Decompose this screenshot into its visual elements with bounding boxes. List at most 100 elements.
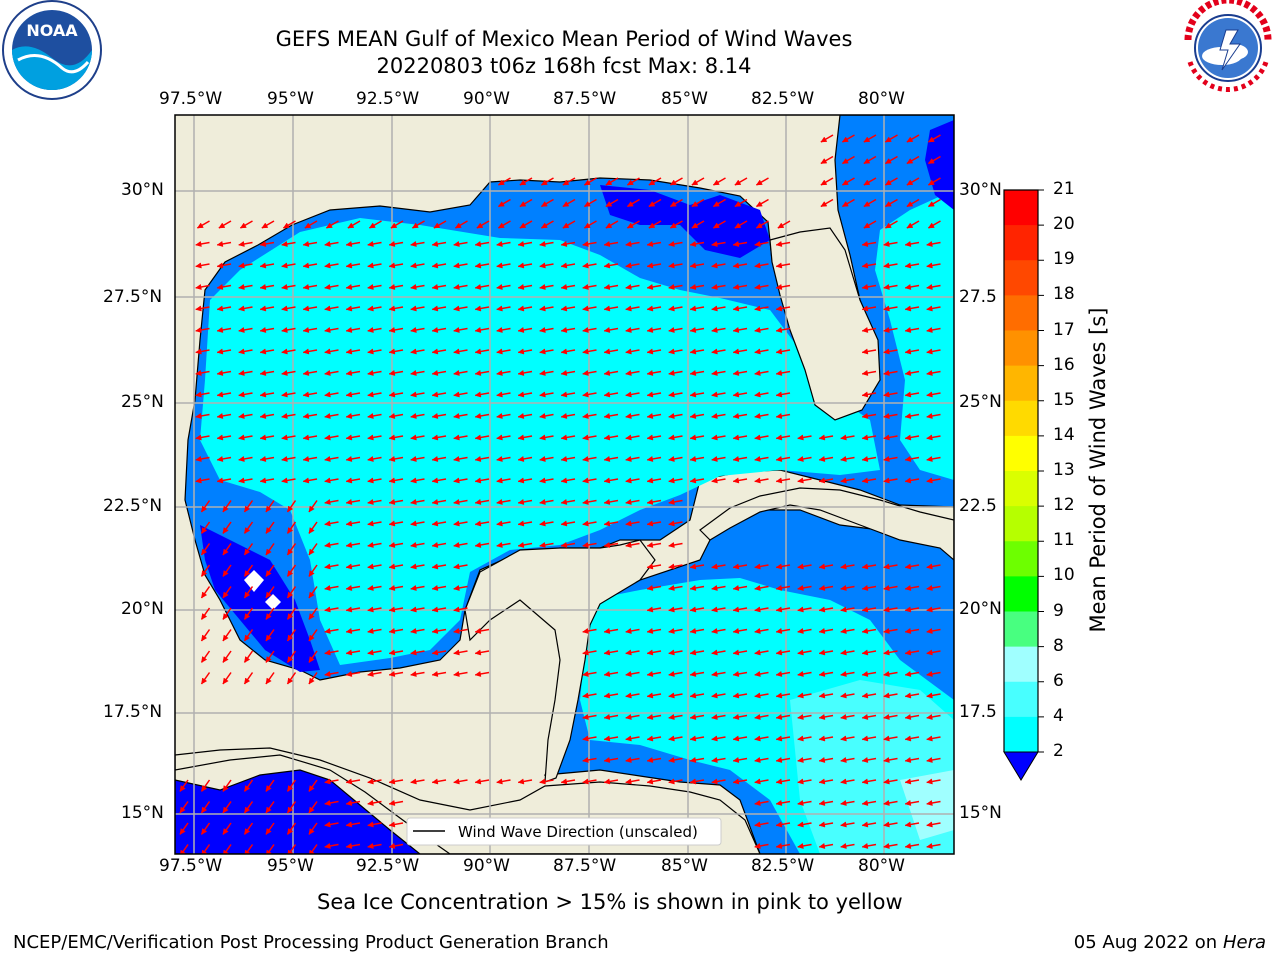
wind-wave-arrowhead [345,326,353,333]
wind-wave-arrowhead [345,842,353,849]
wind-wave-arrowhead [625,455,632,462]
wind-wave-arrowhead [689,348,697,355]
wind-wave-arrowhead [222,677,229,685]
wind-wave-arrowhead [754,670,761,677]
wind-wave-arrowhead [712,179,720,186]
wind-wave-arrowhead [689,369,697,376]
wind-wave-arrows [179,134,941,854]
wind-wave-arrowhead [238,326,245,333]
wind-wave-arrowhead [926,799,933,806]
wind-wave-arrowhead [388,326,396,333]
wind-wave-arrowhead [324,821,331,828]
wind-wave-arrowhead [906,136,914,143]
wind-wave-arrowhead [775,240,783,247]
wind-wave-arrowhead [259,455,267,462]
wind-wave-arrowhead [410,649,417,656]
wind-wave-arrowhead [711,563,718,570]
wind-wave-arrowhead [560,369,568,376]
wind-wave-arrowhead [476,222,484,229]
wind-wave-arrowhead [367,520,374,527]
wind-wave-arrowhead [304,222,312,229]
wind-wave-arrowhead [517,305,525,312]
colorbar-tick-label: 2 [1053,741,1064,761]
wind-wave-arrowhead [244,656,251,663]
wind-wave-arrowhead [410,455,417,462]
wind-wave-arrowhead [861,778,869,785]
wind-wave-arrowhead [775,584,783,591]
wind-wave-arrowhead [754,713,761,720]
wind-wave-arrowhead [904,477,912,484]
sea-ice-caption: Sea Ice Concentration > 15% is shown in … [317,890,903,914]
wind-wave-arrowhead [180,849,186,854]
wind-wave-arrowhead [625,627,632,634]
wind-wave-arrowhead [388,584,396,591]
wind-wave-arrowhead [646,627,654,634]
wind-wave-arrowhead [818,692,826,699]
wind-wave-arrowhead [883,391,890,398]
wind-wave-arrowhead [582,412,589,419]
wind-wave-arrowhead [646,369,654,376]
wind-wave-arrowhead [840,563,847,570]
wind-wave-arrowhead [367,369,374,376]
wind-wave-arrowhead [582,627,589,634]
wind-wave-arrowhead [668,541,675,548]
wind-wave-arrowhead [265,785,272,792]
wind-wave-arrowhead [861,606,869,613]
wind-wave-arrowhead [754,778,761,785]
wind-wave-arrowhead [496,477,503,484]
wind-wave-arrowhead [496,434,503,441]
colorbar-tick-label: 8 [1053,635,1064,656]
wind-wave-arrowhead [797,842,804,849]
wind-wave-arrowhead [244,828,251,835]
wind-wave-arrowhead [517,434,525,441]
wind-wave-arrowhead [732,283,740,290]
wind-wave-arrowhead [517,283,525,290]
wind-wave-arrowhead [238,391,245,398]
wind-wave-arrowhead [367,649,374,656]
wind-wave-arrowhead [265,656,272,663]
wind-wave-arrowhead [345,412,353,419]
wind-wave-arrowhead [754,756,761,763]
wind-wave-arrowhead [308,548,315,556]
wind-wave-arrowhead [562,179,570,186]
wind-wave-arrowhead [345,434,353,441]
wind-wave-arrowhead [668,778,675,785]
wind-wave-arrowhead [367,498,374,505]
wind-wave-arrowhead [754,649,761,656]
chart-title: GEFS MEAN Gulf of Mexico Mean Period of … [275,27,853,51]
wind-wave-arrow [223,844,232,854]
wind-wave-arrowhead [388,606,396,613]
wind-wave-arrowhead [244,570,251,577]
wind-wave-arrowhead [287,613,294,620]
wind-wave-arrowhead [474,283,482,290]
wind-wave-arrowhead [223,849,229,854]
wind-wave-arrowhead [345,305,353,312]
wind-wave-arrowhead [390,222,398,229]
wind-wave-arrowhead [732,692,740,699]
wind-wave-arrowhead [668,498,675,505]
wind-wave-arrowhead [367,262,374,269]
wind-wave-arrowhead [517,498,525,505]
wind-wave-arrowhead [797,434,804,441]
wind-wave-arrowhead [345,348,353,355]
wind-wave-arrowhead [711,369,718,376]
wind-wave-arrowhead [259,326,267,333]
wind-wave-arrowhead [754,627,761,634]
wind-wave-arrowhead [904,692,912,699]
wind-wave-arrowhead [367,584,374,591]
wind-wave-arrowhead [302,283,310,290]
wind-wave-arrowhead [775,477,783,484]
wind-wave-arrowhead [453,520,460,527]
wind-wave-arrowhead [367,348,374,355]
wind-wave-arrowhead [265,570,272,577]
wind-wave-arrowhead [734,222,742,229]
wind-wave-arrowhead [732,778,740,785]
wind-wave-arrowhead [797,756,804,763]
wind-wave-arrowhead [431,434,439,441]
wind-wave-arrowhead [904,391,912,398]
wind-wave-arrowhead [388,434,396,441]
wind-wave-arrowhead [179,785,186,792]
wind-wave-arrowhead [222,656,229,663]
wind-wave-arrowhead [669,179,677,186]
colorbar-tick-label: 13 [1053,460,1075,480]
